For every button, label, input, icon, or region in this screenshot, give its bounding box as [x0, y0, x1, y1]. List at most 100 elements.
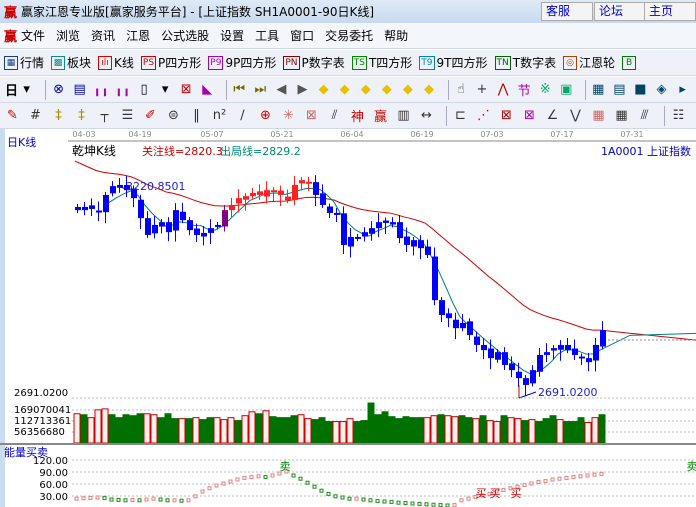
circle-icon[interactable]: ⊜ [168, 108, 179, 123]
period-dropdown-icon[interactable]: ▾ [23, 82, 30, 97]
fan-icon[interactable]: ⫽ [331, 108, 338, 123]
wave-icon[interactable]: ⋁ [570, 108, 581, 123]
energy-point [74, 496, 79, 501]
menu-window[interactable]: 窗口 [290, 29, 315, 43]
volume-bar [199, 419, 207, 444]
next-icon[interactable]: ▶ [297, 82, 308, 97]
gold2-icon[interactable]: ‡ [78, 108, 85, 123]
notes-icon[interactable]: ▤ [73, 82, 86, 97]
candle-body [579, 356, 585, 359]
candle-body [565, 344, 571, 351]
angle-icon[interactable]: ∕ [240, 108, 245, 123]
network-icon[interactable]: ◈ [656, 82, 667, 97]
zoom-out-icon[interactable]: ◆ [423, 82, 434, 97]
menu-formula[interactable]: 公式选股 [161, 29, 210, 43]
chart3-icon[interactable]: ╻╻ [93, 82, 109, 97]
last-icon[interactable]: ⏭ [254, 82, 267, 97]
menu-tools[interactable]: 工具 [255, 29, 280, 43]
toolbar-tn[interactable]: TN T数字表 [494, 54, 556, 71]
pattern-icon[interactable]: ※ [539, 82, 551, 97]
toolbar-p9[interactable]: P9 9P四方形 [208, 54, 276, 71]
ruler-icon[interactable]: ▥ [397, 108, 410, 123]
target-icon[interactable]: ⊕ [260, 108, 271, 123]
n2-icon[interactable]: n² [212, 108, 227, 123]
candle-body [460, 322, 466, 329]
parallel-icon[interactable]: ⫻ [640, 108, 649, 123]
customer-service-button[interactable]: 客服 [541, 2, 593, 21]
zigzag-icon[interactable]: ⋀ [497, 82, 509, 97]
prev-icon[interactable]: ◀ [276, 82, 287, 97]
gann-fan-icon[interactable]: ⋰ [477, 108, 490, 123]
menu-gann[interactable]: 江恩 [126, 29, 151, 43]
grid-icon[interactable]: # [30, 108, 41, 123]
list-icon[interactable]: ☷ [672, 108, 685, 123]
menu-trade[interactable]: 交易委托 [325, 29, 374, 43]
candle-icon[interactable]: ▯ [140, 82, 148, 97]
energy-point [284, 469, 289, 474]
star-icon[interactable]: ✳ [283, 108, 294, 123]
calendar-icon[interactable]: ▣ [560, 82, 573, 97]
toolbar-label: 板块 [67, 56, 92, 70]
toolbar-pn[interactable]: PN P数字表 [283, 54, 345, 71]
candle-body [481, 344, 487, 351]
toolbar-ts[interactable]: TS T四方形 [351, 54, 412, 71]
win-icon[interactable]: 赢 [373, 110, 387, 125]
lines-icon[interactable]: ‖ [193, 108, 200, 123]
toolbar-table[interactable]: ▦ 行情 [4, 54, 44, 71]
volume-bar [164, 413, 172, 444]
pen-icon[interactable]: ✎ [7, 108, 18, 123]
gold1-icon[interactable]: ‡ [55, 108, 62, 123]
crosshair-icon[interactable]: + [476, 82, 488, 97]
candle-body [432, 256, 438, 301]
draw-line-icon[interactable]: ◣ [202, 82, 213, 97]
save-icon[interactable]: ■ [634, 82, 647, 97]
angle-line-icon[interactable]: ∠ [546, 108, 559, 123]
rect-icon[interactable]: ⊏ [455, 108, 466, 123]
menu-file[interactable]: 文件 [21, 29, 46, 43]
menu-browse[interactable]: 浏览 [56, 29, 81, 43]
box-icon[interactable]: ⊠ [306, 108, 317, 123]
chart9-icon[interactable]: ╻╻ [114, 82, 131, 97]
toolbar-kline[interactable]: ılı K线 [98, 54, 134, 71]
report-icon[interactable]: ▤ [613, 82, 626, 97]
volume-bar [486, 420, 494, 444]
toolbar-ps[interactable]: PS P四方形 [140, 54, 201, 71]
shift-left-icon[interactable]: ◆ [318, 82, 329, 97]
candle-dropdown-icon[interactable]: ▾ [161, 82, 169, 97]
period-selector[interactable]: 日 [5, 84, 19, 99]
fib-icon[interactable]: ┬ [100, 108, 109, 123]
home-button[interactable]: 主页 [644, 2, 696, 21]
menu-logo: 赢 [4, 30, 18, 45]
more-icon[interactable]: ▸ [679, 82, 686, 97]
shrink-icon[interactable]: ◆ [381, 82, 392, 97]
link-icon[interactable]: ⊗ [53, 82, 65, 97]
measure-icon[interactable]: ↔ [421, 108, 432, 123]
square-grid-icon[interactable]: ▦ [592, 108, 605, 123]
forum-button[interactable]: 论坛 [594, 2, 646, 21]
brush-icon[interactable]: ✐ [145, 108, 156, 123]
gann-grid-icon[interactable]: ⊠ [524, 108, 535, 123]
toolbar-t9[interactable]: T9 9T四方形 [419, 54, 488, 71]
god-icon[interactable]: 神 [350, 110, 364, 125]
menu-settings[interactable]: 设置 [220, 29, 245, 43]
first-icon[interactable]: ⏮ [233, 82, 246, 97]
shift-right-icon[interactable]: ◆ [339, 82, 350, 97]
zoom-in-icon[interactable]: ◆ [402, 82, 413, 97]
tool-icon[interactable]: ⊠ [180, 82, 192, 97]
section-icon[interactable]: 节 [517, 84, 531, 99]
hand-icon[interactable]: ☝ [456, 82, 465, 97]
spiral-icon[interactable]: ☰ [121, 108, 134, 123]
gann-box-icon[interactable]: ⊠ [501, 108, 512, 123]
energy-point [375, 499, 380, 504]
menu-info[interactable]: 资讯 [91, 29, 116, 43]
toolbar-gann-wheel[interactable]: ◎ 江恩轮 [563, 54, 615, 71]
pn-icon: PN [283, 55, 300, 70]
expand-icon[interactable]: ◆ [360, 82, 371, 97]
sq-grid2-icon[interactable]: ▦ [615, 108, 628, 123]
toolbar-big[interactable]: B [622, 55, 638, 70]
calculator-icon[interactable]: ▦ [592, 82, 605, 97]
toolbar-blocks[interactable]: ▩ 板块 [51, 54, 91, 71]
menu-help[interactable]: 帮助 [384, 29, 409, 43]
energy-point [403, 501, 408, 506]
kline-chart[interactable]: 04-03 04-19 05-07 05-21 06-04 06-19 07-03 07-17… [0, 128, 696, 507]
